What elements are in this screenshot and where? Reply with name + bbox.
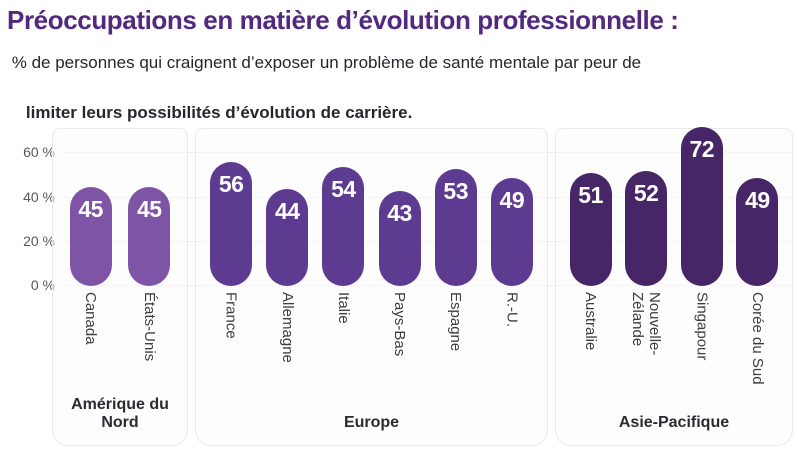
bar-column: 51 Australie [569, 129, 612, 350]
bar-value-label: 45 [78, 196, 103, 222]
bar-pill: 49 [490, 178, 533, 286]
bar-pill: 51 [569, 173, 612, 286]
bar-pill: 43 [378, 191, 421, 286]
bar-value-label: 51 [578, 182, 603, 208]
bar-value-label: 56 [218, 171, 244, 197]
bar-value-label: 53 [443, 178, 468, 204]
region-label: Europe [343, 414, 400, 431]
y-axis-tick-label-40: 40 % [23, 188, 55, 205]
region-panel-1: 45 Canada 45 États-Unis Amérique du Nord [52, 128, 188, 446]
bar-pill: 45 [69, 187, 112, 286]
chart-title: Préoccupations en matière d’évolution pr… [7, 5, 679, 35]
country-label: Singapour [693, 292, 711, 361]
chart-subtitle: % de personnes qui craignent d’exposer u… [7, 50, 795, 125]
bar-column: 56 France [210, 129, 253, 339]
bar-value-label: 44 [274, 198, 300, 224]
bar-column: 72 Singapour [680, 127, 723, 360]
bar-value-label: 72 [689, 136, 715, 162]
bar-pill: 52 [625, 171, 668, 286]
bar-column: 54 Italie [322, 129, 365, 324]
bar-value-label: 52 [633, 180, 659, 206]
bar-value-label: 45 [137, 196, 162, 222]
region-label: Asie-Pacifique [618, 414, 730, 431]
region-panel-2: 56 France 44 Allemagne 54 Italie 43 Pays-Bas 53 E… [195, 128, 548, 446]
country-label: Italie [334, 292, 352, 324]
bar-pill: 72 [680, 127, 723, 286]
bar-pill: 44 [266, 189, 309, 286]
country-label: Canada [82, 292, 100, 345]
y-axis-tick-label-20: 20 % [23, 232, 55, 249]
country-label: Nouvelle- Zélande [629, 292, 664, 356]
bar-column: 49 R.-U. [490, 129, 533, 327]
bars-row: 45 Canada 45 États-Unis [53, 129, 187, 361]
country-label: Pays-Bas [391, 292, 409, 357]
country-label: Corée du Sud [748, 292, 766, 385]
bar-column: 53 Espagne [434, 129, 477, 351]
bar-column: 49 Corée du Sud [736, 129, 779, 385]
country-label: Espagne [447, 292, 465, 352]
bar-pill: 53 [434, 169, 477, 286]
y-axis-tick-label-60: 60 % [23, 144, 55, 161]
region-label: Amérique du Nord [71, 396, 169, 431]
bar-pill: 56 [210, 162, 253, 286]
chart-subtitle-line1: % de personnes qui craignent d’exposer u… [7, 53, 642, 72]
bar-column: 45 Canada [69, 129, 112, 345]
bar-column: 52 Nouvelle- Zélande [625, 129, 668, 355]
country-label: Australie [582, 292, 600, 351]
country-label: R.-U. [503, 292, 521, 327]
bar-value-label: 54 [331, 176, 356, 202]
y-axis-tick-label-0: 0 % [30, 277, 55, 293]
bar-value-label: 49 [745, 187, 770, 213]
bar-pill: 45 [128, 187, 171, 286]
bar-pill: 54 [322, 167, 365, 286]
country-label: États-Unis [140, 292, 158, 362]
country-label: France [222, 292, 240, 339]
country-label: Allemagne [278, 292, 296, 363]
bar-column: 43 Pays-Bas [378, 129, 421, 356]
bar-pill: 49 [736, 178, 779, 286]
chart-subtitle-line2: limiter leurs possibilités d’évolution d… [25, 103, 413, 122]
bar-column: 44 Allemagne [266, 129, 309, 363]
bars-row: 56 France 44 Allemagne 54 Italie 43 Pays-Bas 53 E… [196, 129, 547, 363]
bar-value-label: 43 [387, 200, 412, 226]
region-panel-3: 51 Australie 52 Nouvelle- Zélande 72 Singapou… [555, 127, 793, 446]
bar-column: 45 États-Unis [128, 129, 171, 361]
bars-row: 51 Australie 52 Nouvelle- Zélande 72 Singapou… [556, 127, 792, 385]
bar-value-label: 49 [499, 187, 525, 213]
